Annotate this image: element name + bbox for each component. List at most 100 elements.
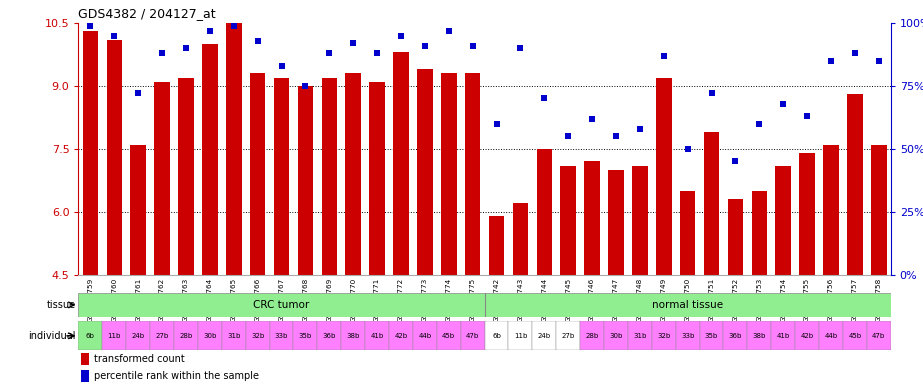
- Bar: [700, 321, 724, 350]
- Point: [489, 121, 504, 127]
- Bar: [536, 149, 552, 275]
- Text: individual: individual: [29, 331, 76, 341]
- Bar: [560, 166, 576, 275]
- Text: 30b: 30b: [609, 333, 623, 339]
- Bar: [724, 321, 748, 350]
- Bar: [608, 170, 624, 275]
- Point: [728, 158, 743, 164]
- Text: 24b: 24b: [132, 333, 145, 339]
- Bar: [246, 321, 270, 350]
- Point: [465, 43, 480, 49]
- Bar: [178, 78, 194, 275]
- Text: 44b: 44b: [418, 333, 431, 339]
- Bar: [703, 132, 719, 275]
- Text: 36b: 36b: [323, 333, 336, 339]
- Bar: [604, 321, 628, 350]
- Text: CRC tumor: CRC tumor: [254, 300, 309, 310]
- Point: [298, 83, 313, 89]
- Text: 42b: 42b: [394, 333, 408, 339]
- Text: 30b: 30b: [203, 333, 217, 339]
- Text: percentile rank within the sample: percentile rank within the sample: [94, 371, 258, 381]
- Bar: [799, 153, 815, 275]
- Text: 28b: 28b: [179, 333, 193, 339]
- Bar: [202, 44, 218, 275]
- Bar: [345, 73, 361, 275]
- Text: 42b: 42b: [800, 333, 814, 339]
- Point: [561, 133, 576, 139]
- Text: 31b: 31b: [227, 333, 240, 339]
- Point: [274, 63, 289, 69]
- Bar: [366, 321, 389, 350]
- Text: 27b: 27b: [561, 333, 575, 339]
- Bar: [226, 23, 242, 275]
- Text: 44b: 44b: [824, 333, 837, 339]
- Text: 24b: 24b: [538, 333, 551, 339]
- Bar: [106, 40, 122, 275]
- Point: [823, 58, 838, 64]
- Text: 45b: 45b: [848, 333, 861, 339]
- Bar: [581, 321, 604, 350]
- Bar: [270, 321, 294, 350]
- Bar: [823, 145, 839, 275]
- Bar: [751, 191, 767, 275]
- Bar: [819, 321, 843, 350]
- Text: 11b: 11b: [514, 333, 527, 339]
- Bar: [417, 69, 433, 275]
- Point: [632, 126, 647, 132]
- Point: [704, 90, 719, 96]
- Point: [776, 101, 791, 107]
- Bar: [81, 370, 90, 382]
- Point: [417, 43, 432, 49]
- Point: [537, 96, 552, 102]
- Point: [584, 116, 599, 122]
- Bar: [274, 78, 289, 275]
- Point: [441, 28, 456, 34]
- Text: 33b: 33b: [275, 333, 288, 339]
- Bar: [485, 321, 509, 350]
- Bar: [441, 73, 457, 275]
- Text: 41b: 41b: [776, 333, 790, 339]
- Text: 32b: 32b: [657, 333, 670, 339]
- Bar: [102, 321, 126, 350]
- Text: 35b: 35b: [705, 333, 718, 339]
- Text: 33b: 33b: [681, 333, 694, 339]
- Bar: [437, 321, 461, 350]
- Point: [202, 28, 217, 34]
- Bar: [772, 321, 795, 350]
- Bar: [509, 321, 533, 350]
- Bar: [867, 321, 891, 350]
- Point: [393, 33, 408, 39]
- Text: 27b: 27b: [155, 333, 169, 339]
- Text: 38b: 38b: [752, 333, 766, 339]
- Text: 47b: 47b: [872, 333, 885, 339]
- Point: [608, 133, 623, 139]
- Bar: [389, 321, 413, 350]
- Text: 31b: 31b: [633, 333, 646, 339]
- Bar: [795, 321, 819, 350]
- Point: [83, 23, 98, 29]
- Point: [370, 50, 385, 56]
- Bar: [533, 321, 557, 350]
- Point: [155, 50, 170, 56]
- Bar: [342, 321, 366, 350]
- Bar: [632, 166, 648, 275]
- Text: normal tissue: normal tissue: [652, 300, 724, 310]
- Point: [322, 50, 337, 56]
- Text: 32b: 32b: [251, 333, 264, 339]
- Text: 6b: 6b: [492, 333, 501, 339]
- Bar: [83, 31, 98, 275]
- Point: [513, 45, 528, 51]
- Bar: [78, 321, 102, 350]
- Text: 11b: 11b: [108, 333, 121, 339]
- Bar: [465, 73, 480, 275]
- Bar: [775, 166, 791, 275]
- Text: transformed count: transformed count: [94, 354, 185, 364]
- Bar: [871, 145, 886, 275]
- Text: GDS4382 / 204127_at: GDS4382 / 204127_at: [78, 7, 216, 20]
- Bar: [174, 321, 198, 350]
- Text: 28b: 28b: [585, 333, 599, 339]
- Point: [752, 121, 767, 127]
- Bar: [652, 321, 676, 350]
- Text: 6b: 6b: [86, 333, 95, 339]
- Point: [656, 53, 671, 59]
